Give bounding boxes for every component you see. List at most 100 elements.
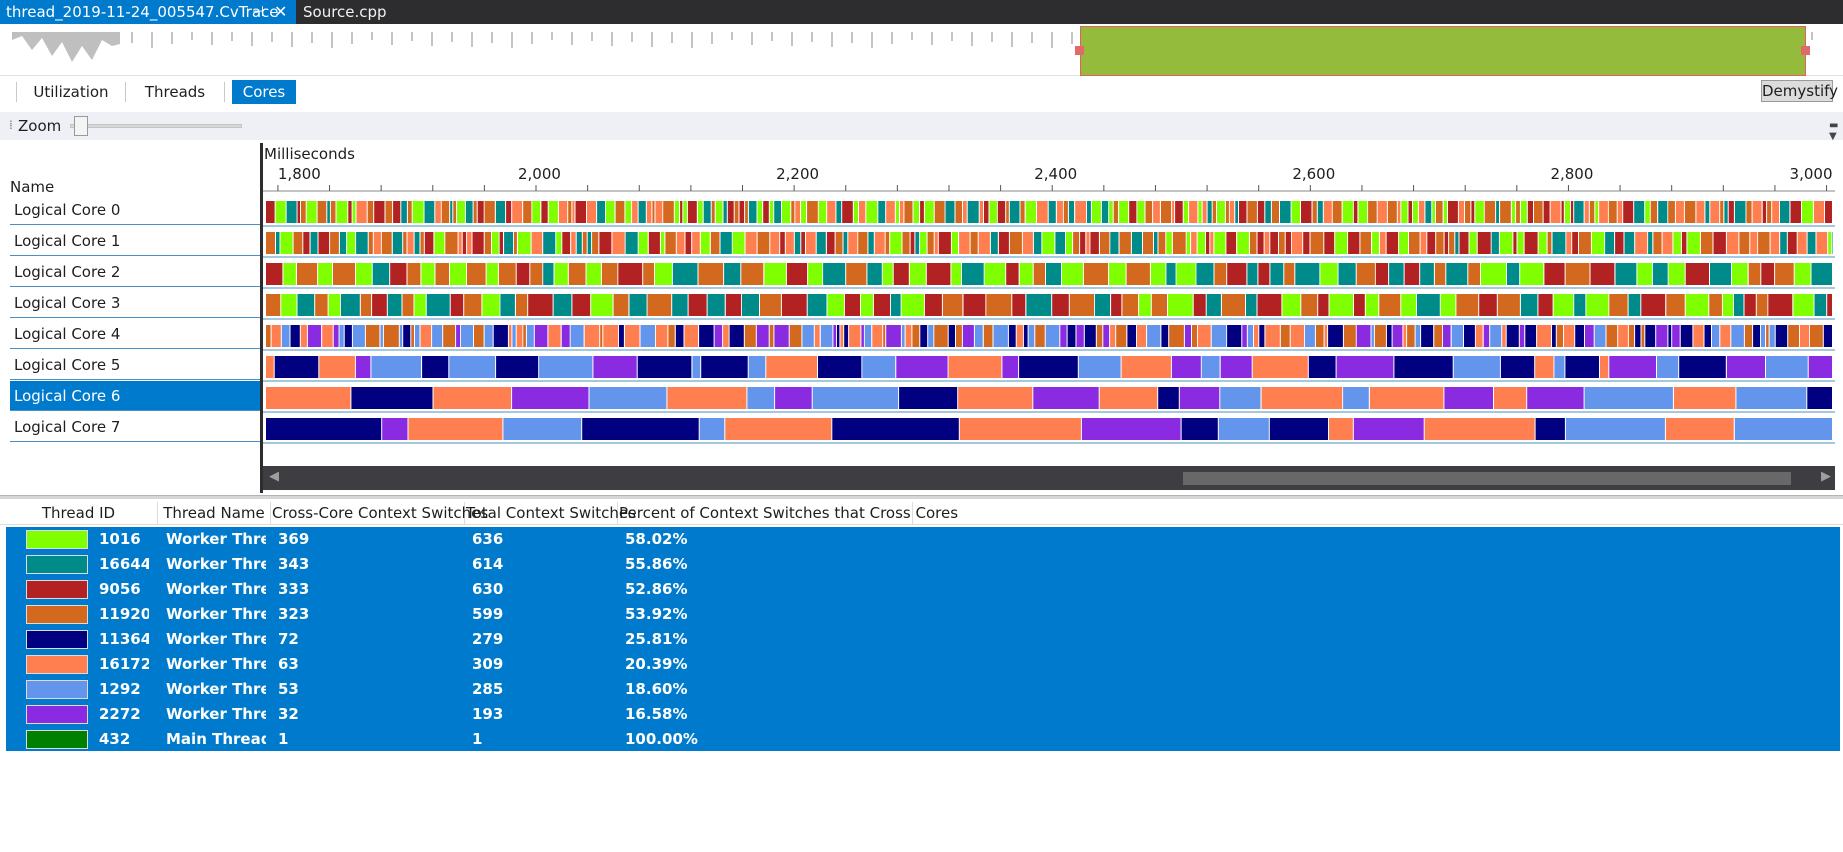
core-execution-segment[interactable] [652,201,655,223]
core-execution-segment[interactable] [1500,356,1535,378]
core-execution-segment[interactable] [1009,232,1022,254]
core-execution-segment[interactable] [276,232,280,254]
core-execution-segment[interactable] [495,201,506,223]
core-execution-segment[interactable] [780,232,785,254]
core-execution-segment[interactable] [1681,232,1687,254]
core-execution-segment[interactable] [1756,294,1768,316]
core-execution-segment[interactable] [1184,325,1191,347]
core-execution-segment[interactable] [1767,201,1772,223]
core-execution-segment[interactable] [707,294,725,316]
core-execution-segment[interactable] [920,325,928,347]
core-execution-segment[interactable] [955,201,963,223]
core-execution-segment[interactable] [1770,232,1780,254]
core-execution-segment[interactable] [426,294,450,316]
core-execution-segment[interactable] [625,201,632,223]
core-execution-segment[interactable] [1809,325,1823,347]
core-execution-segment[interactable] [1386,232,1399,254]
core-execution-segment[interactable] [1675,201,1684,223]
core-execution-segment[interactable] [1513,232,1517,254]
core-execution-segment[interactable] [842,201,853,223]
core-execution-segment[interactable] [558,201,568,223]
core-execution-segment[interactable] [449,356,496,378]
core-execution-segment[interactable] [926,263,951,285]
core-execution-segment[interactable] [333,325,339,347]
core-execution-segment[interactable] [688,294,707,316]
core-execution-segment[interactable] [372,263,390,285]
core-execution-segment[interactable] [1022,232,1033,254]
core-execution-segment[interactable] [1358,201,1368,223]
core-execution-segment[interactable] [1006,201,1009,223]
core-execution-segment[interactable] [407,232,414,254]
core-execution-segment[interactable] [1046,263,1061,285]
core-execution-segment[interactable] [1700,232,1713,254]
close-icon[interactable]: ✕ [274,2,288,21]
core-execution-segment[interactable] [456,325,461,347]
core-execution-segment[interactable] [699,325,714,347]
core-execution-segment[interactable] [1076,325,1084,347]
core-execution-segment[interactable] [290,325,300,347]
core-execution-segment[interactable] [910,232,915,254]
core-execution-segment[interactable] [1524,232,1538,254]
core-execution-segment[interactable] [1136,325,1147,347]
core-execution-segment[interactable] [1537,325,1551,347]
core-execution-segment[interactable] [1565,418,1665,440]
core-execution-segment[interactable] [1379,232,1386,254]
core-execution-segment[interactable] [748,201,757,223]
core-execution-segment[interactable] [1348,232,1360,254]
core-execution-segment[interactable] [1527,387,1584,409]
core-execution-segment[interactable] [692,356,701,378]
core-execution-segment[interactable] [465,201,473,223]
core-execution-segment[interactable] [1641,325,1645,347]
core-execution-segment[interactable] [1443,201,1447,223]
core-execution-segment[interactable] [1147,325,1161,347]
core-execution-segment[interactable] [1653,232,1662,254]
core-execution-segment[interactable] [328,294,341,316]
core-execution-segment[interactable] [984,201,989,223]
core-execution-segment[interactable] [1067,325,1076,347]
core-execution-segment[interactable] [1356,325,1371,347]
core-execution-segment[interactable] [667,387,747,409]
core-execution-segment[interactable] [327,201,330,223]
core-execution-segment[interactable] [1119,232,1131,254]
core-execution-segment[interactable] [1553,294,1574,316]
core-execution-segment[interactable] [1063,201,1068,223]
core-execution-segment[interactable] [1427,232,1436,254]
core-execution-segment[interactable] [1811,263,1833,285]
core-execution-segment[interactable] [1432,201,1435,223]
core-execution-segment[interactable] [543,232,556,254]
core-execution-segment[interactable] [336,201,348,223]
core-execution-segment[interactable] [1666,294,1685,316]
column-header-thread-id[interactable]: Thread ID [0,502,158,525]
core-execution-segment[interactable] [1710,201,1720,223]
core-execution-segment[interactable] [531,232,543,254]
core-execution-segment[interactable] [1221,294,1245,316]
core-execution-segment[interactable] [846,263,867,285]
core-execution-segment[interactable] [886,325,901,347]
core-execution-segment[interactable] [1579,232,1591,254]
core-execution-segment[interactable] [820,325,833,347]
core-execution-segment[interactable] [592,232,599,254]
pin-icon[interactable]: ⊣ [252,4,265,20]
core-execution-segment[interactable] [293,232,303,254]
core-execution-segment[interactable] [872,325,883,347]
core-execution-segment[interactable] [1301,294,1318,316]
core-execution-segment[interactable] [1608,201,1617,223]
core-execution-segment[interactable] [697,201,703,223]
core-execution-segment[interactable] [1544,263,1565,285]
core-execution-segment[interactable] [1535,418,1565,440]
core-execution-segment[interactable] [1418,201,1425,223]
core-execution-segment[interactable] [1672,325,1680,347]
core-execution-segment[interactable] [1151,294,1167,316]
core-execution-segment[interactable] [1324,232,1335,254]
core-execution-segment[interactable] [951,232,958,254]
overview-selection-range[interactable] [1080,26,1806,76]
core-execution-segment[interactable] [769,201,774,223]
core-execution-segment[interactable] [1687,232,1700,254]
core-execution-segment[interactable] [1062,263,1083,285]
core-execution-segment[interactable] [506,201,512,223]
core-execution-segment[interactable] [1196,263,1214,285]
cores-timeline[interactable] [263,143,1835,465]
core-execution-segment[interactable] [703,201,711,223]
core-execution-segment[interactable] [1685,294,1709,316]
core-execution-segment[interactable] [1657,356,1679,378]
